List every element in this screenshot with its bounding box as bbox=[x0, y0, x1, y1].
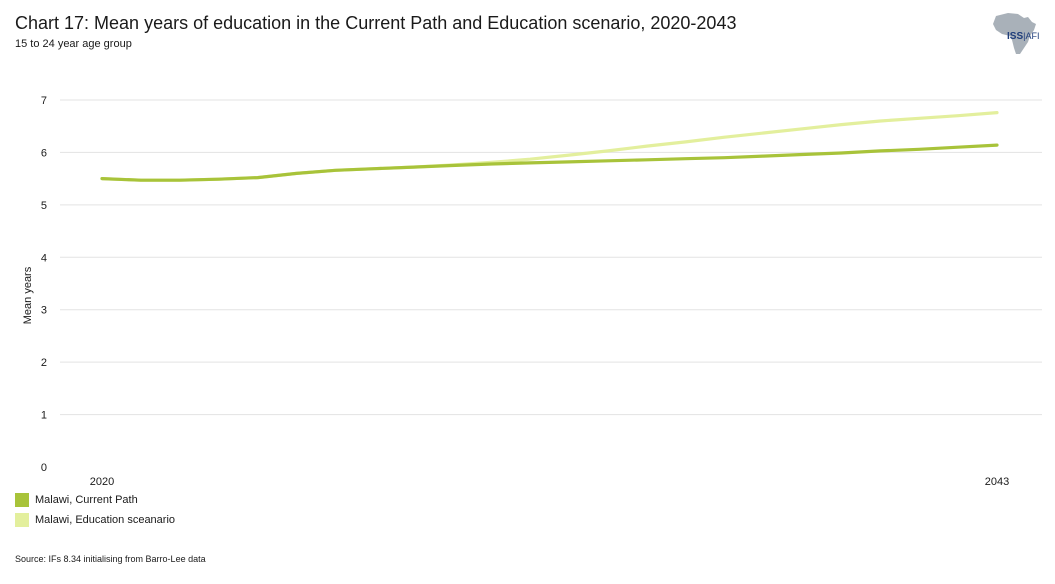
chart-subtitle: 15 to 24 year age group bbox=[15, 38, 132, 50]
legend-swatch bbox=[15, 513, 29, 527]
y-tick-label: 7 bbox=[41, 95, 47, 107]
legend-label: Malawi, Current Path bbox=[35, 494, 138, 506]
chart-legend: Malawi, Current Path Malawi, Education s… bbox=[15, 490, 175, 530]
source-note: Source: IFs 8.34 initialising from Barro… bbox=[15, 554, 206, 564]
y-tick-label: 1 bbox=[41, 410, 47, 422]
x-tick-label: 2043 bbox=[985, 476, 1009, 488]
legend-item-education-scenario: Malawi, Education sceanario bbox=[15, 510, 175, 530]
y-axis-label: Mean years bbox=[22, 266, 34, 324]
y-tick-label: 5 bbox=[41, 200, 47, 212]
y-tick-label: 3 bbox=[41, 305, 47, 317]
y-tick-label: 4 bbox=[41, 252, 47, 264]
series-line-education-scenario bbox=[100, 110, 999, 182]
x-tick-label: 2020 bbox=[90, 476, 114, 488]
africa-logo-icon bbox=[993, 13, 1036, 54]
legend-swatch bbox=[15, 493, 29, 507]
chart-title: Chart 17: Mean years of education in the… bbox=[15, 13, 737, 33]
series-line-current-path bbox=[100, 143, 999, 182]
iss-afi-logo: ISS|AFI bbox=[1007, 31, 1040, 42]
legend-item-current-path: Malawi, Current Path bbox=[15, 490, 175, 510]
legend-label: Malawi, Education sceanario bbox=[35, 514, 176, 526]
y-tick-label: 2 bbox=[41, 357, 47, 369]
y-tick-label: 0 bbox=[41, 462, 47, 474]
y-tick-label: 6 bbox=[41, 147, 47, 159]
